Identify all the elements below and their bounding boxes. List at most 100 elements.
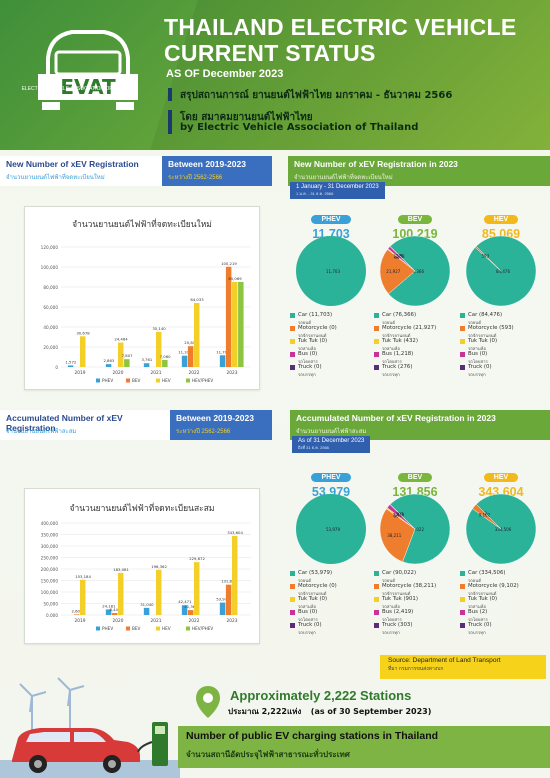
legend-label: Bus (2) [468, 609, 488, 615]
legend-sublabel: รถบรรทุก [298, 630, 316, 636]
legend-swatch [460, 313, 465, 318]
legend-label: Bus (0) [298, 609, 318, 615]
legend-label: Car (84,476) [468, 312, 503, 318]
legend-item: Motorcycle (21,927) รถจักรยานยนต์ [374, 325, 464, 339]
pie-slice-label: 84,476 [496, 269, 510, 274]
logo-text: EVAT [60, 75, 116, 99]
legend-swatch [460, 571, 465, 576]
legend-sublabel: รถบรรทุก [298, 372, 316, 378]
pie-slice-label: 901 [394, 514, 402, 519]
evat-logo: EVAT [38, 30, 138, 110]
legend-item: Bus (0) รถโดยสาร [290, 609, 380, 623]
y-tick-label: 50,000 [43, 601, 58, 606]
y-tick-label: 150,000 [41, 578, 59, 583]
y-tick-label: 120,000 [41, 245, 59, 250]
data-label: 229,872 [189, 556, 205, 561]
legend-swatch [460, 623, 465, 628]
data-label: 8,445 [110, 607, 121, 612]
legend-label: Motorcycle (593) [468, 325, 514, 331]
data-label: 24,181 [102, 603, 116, 608]
legend-item: Tuk Tuk (901) รถสามล้อ [374, 596, 464, 610]
legend-sublabel: รถยนต์ [298, 320, 312, 326]
x-tick-label: 2020 [113, 370, 124, 376]
bar-bev [225, 266, 232, 367]
legend-label: Motorcycle (38,211) [382, 583, 437, 589]
pie-header-bev: BEV 100,219 [376, 206, 454, 241]
legend-sublabel: รถยนต์ [468, 320, 482, 326]
bar-hev [118, 342, 124, 367]
wind-turbine-icon [19, 677, 85, 746]
pie-type-label: HEV [483, 215, 519, 224]
pie-legend-bev: Car (76,366) รถยนต์ Motorcycle (21,927) รถจ… [374, 312, 464, 378]
bar-phev [143, 363, 150, 367]
pie-slice-label: 11,703 [326, 269, 340, 274]
data-label: 24,464 [114, 337, 128, 342]
legend-swatch [290, 610, 295, 615]
pie-slice-truck [389, 503, 416, 530]
new-reg-period: Between 2019-2023 ระหว่างปี 2562-2566 [162, 156, 272, 186]
by-english: by Electric Vehicle Association of Thail… [180, 122, 419, 133]
bar-hev-phev [238, 281, 244, 367]
y-tick-label: 200,000 [41, 567, 59, 572]
data-label: 2,863 [103, 358, 114, 363]
title-line-1: THAILAND ELECTRIC VEHICLE [164, 14, 517, 40]
data-label: 196,362 [151, 564, 167, 569]
pie-total: 100,219 [392, 227, 438, 241]
bar-hev [118, 572, 124, 615]
legend-label: HEV/PHEV [192, 378, 213, 383]
legend-label: Bus (0) [298, 351, 318, 357]
legend-swatch [374, 352, 379, 357]
legend-item: Truck (0) รถบรรทุก [290, 622, 380, 636]
legend-swatch [290, 584, 295, 589]
data-label: 343,604 [227, 530, 243, 535]
new-chart-title: จำนวนยานยนต์ไฟฟ้าที่จดทะเบียนใหม่ [72, 220, 212, 230]
legend-item: Motorcycle (0) รถจักรยานยนต์ [290, 583, 380, 597]
legend-swatch [290, 313, 295, 318]
data-label: 131,856 [221, 579, 237, 584]
title-line-2: CURRENT STATUS [164, 40, 376, 66]
legend-sublabel: รถโดยสาร [382, 359, 402, 365]
x-tick-label: 2022 [189, 618, 200, 624]
data-label: 35,140 [152, 326, 166, 331]
data-label: 20,815 [184, 340, 198, 345]
legend-swatch [290, 623, 295, 628]
legend-label: Truck (0) [298, 622, 322, 628]
legend-item: Tuk Tuk (0) รถสามล้อ [290, 596, 380, 610]
ev-charging-illustration [0, 677, 180, 778]
ev-car-icon [12, 728, 140, 773]
legend-item: Truck (0) รถบรรทุก [460, 622, 550, 636]
bar-hev [194, 562, 200, 615]
legend-sublabel: รถสามล้อ [298, 346, 316, 352]
legend-label: Motorcycle (0) [298, 583, 337, 589]
legend-sublabel: รถโดยสาร [468, 359, 488, 365]
header-banner [0, 0, 550, 150]
legend-item: Tuk Tuk (432) รถสามล้อ [374, 338, 464, 352]
legend-sublabel: รถโดยสาร [382, 617, 402, 623]
pie-total: 131,856 [392, 485, 438, 499]
x-tick-label: 2019 [75, 370, 86, 376]
stations-count-en: Approximately 2,222 Stations [230, 688, 412, 703]
data-label: 31,040 [140, 602, 154, 607]
data-label: 3,761 [141, 357, 152, 362]
legend-swatch [460, 365, 465, 370]
legend-sublabel: รถบรรทุก [468, 372, 486, 378]
legend-label: Truck (0) [468, 622, 492, 628]
bar-phev [219, 355, 226, 367]
legend-label: Car (76,366) [382, 312, 417, 318]
legend-label: Motorcycle (0) [298, 325, 337, 331]
charging-station-icon [137, 722, 168, 766]
x-tick-label: 2023 [227, 370, 238, 376]
bar-phev [181, 605, 188, 615]
legend-label: Bus (2,419) [382, 609, 414, 615]
location-pin-icon [196, 686, 220, 718]
legend-item: Bus (1,218) รถโดยสาร [374, 351, 464, 365]
legend-item: Bus (0) รถโดยสาร [460, 351, 550, 365]
public-stations-bar [178, 726, 550, 768]
bar-phev [105, 364, 112, 367]
y-tick-label: 40,000 [43, 325, 58, 330]
pie-slice-label: 76,366 [410, 269, 424, 274]
pie-slice-label: 1,218 [393, 254, 405, 259]
legend-sublabel: รถจักรยานยนต์ [382, 333, 411, 339]
new-reg-bar: New Number of xEV Registration จำนวนยานย… [0, 156, 162, 186]
y-tick-label: 80,000 [43, 285, 58, 290]
